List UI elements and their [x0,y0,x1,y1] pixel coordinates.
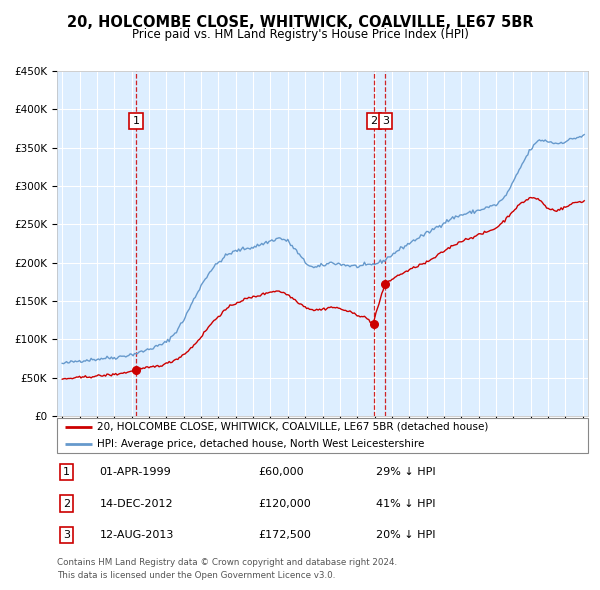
Text: 29% ↓ HPI: 29% ↓ HPI [376,467,435,477]
Text: £60,000: £60,000 [259,467,304,477]
Text: 2: 2 [63,499,70,509]
Text: 20, HOLCOMBE CLOSE, WHITWICK, COALVILLE, LE67 5BR (detached house): 20, HOLCOMBE CLOSE, WHITWICK, COALVILLE,… [97,422,488,431]
Text: Price paid vs. HM Land Registry's House Price Index (HPI): Price paid vs. HM Land Registry's House … [131,28,469,41]
Text: This data is licensed under the Open Government Licence v3.0.: This data is licensed under the Open Gov… [57,571,335,579]
Text: 01-APR-1999: 01-APR-1999 [100,467,171,477]
Text: 20, HOLCOMBE CLOSE, WHITWICK, COALVILLE, LE67 5BR: 20, HOLCOMBE CLOSE, WHITWICK, COALVILLE,… [67,15,533,30]
Text: 3: 3 [63,530,70,540]
Text: HPI: Average price, detached house, North West Leicestershire: HPI: Average price, detached house, Nort… [97,440,424,449]
Text: 12-AUG-2013: 12-AUG-2013 [100,530,174,540]
Text: 41% ↓ HPI: 41% ↓ HPI [376,499,435,509]
Text: 14-DEC-2012: 14-DEC-2012 [100,499,173,509]
Text: £172,500: £172,500 [259,530,311,540]
Text: 20% ↓ HPI: 20% ↓ HPI [376,530,435,540]
Text: Contains HM Land Registry data © Crown copyright and database right 2024.: Contains HM Land Registry data © Crown c… [57,558,397,566]
Text: 2: 2 [370,116,377,126]
Text: £120,000: £120,000 [259,499,311,509]
Text: 1: 1 [133,116,139,126]
FancyBboxPatch shape [57,418,588,453]
Text: 1: 1 [63,467,70,477]
Text: 3: 3 [382,116,389,126]
